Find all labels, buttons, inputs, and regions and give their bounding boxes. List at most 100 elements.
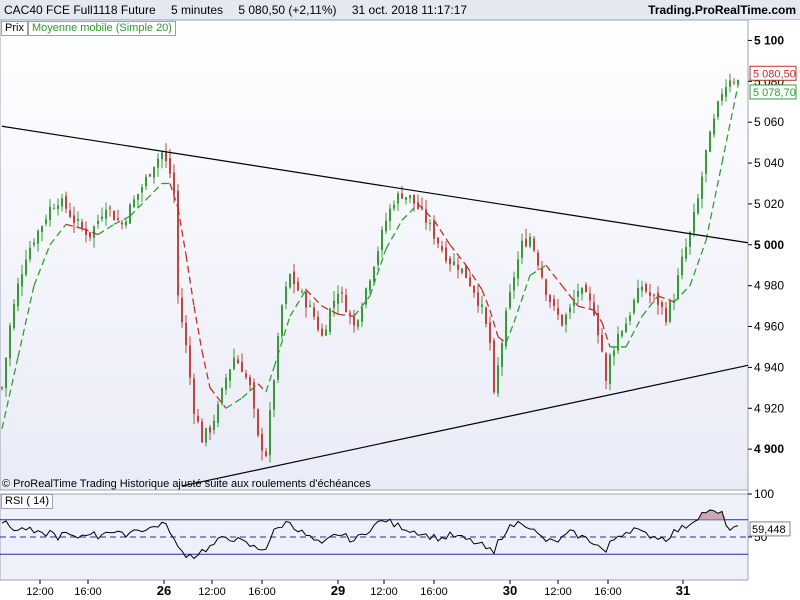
candle-body <box>229 369 231 381</box>
moving-average-segment <box>65 223 83 230</box>
candle-body <box>249 377 251 385</box>
candle-body <box>341 292 343 294</box>
candle-body <box>109 207 111 209</box>
candle-body <box>261 433 263 451</box>
candle-body <box>197 415 199 422</box>
moving-average-segment <box>497 336 507 344</box>
candle-body <box>489 322 491 343</box>
candle-body <box>89 232 91 238</box>
candle-body <box>305 292 307 308</box>
candle-body <box>321 328 323 336</box>
candle-body <box>201 421 203 443</box>
time-tick-label: 16:00 <box>594 586 622 598</box>
candle-body <box>137 193 139 200</box>
candle-body <box>161 152 163 160</box>
candle-body <box>517 259 519 279</box>
candle-body <box>25 259 27 275</box>
candle-body <box>733 81 735 83</box>
candle-body <box>53 208 55 210</box>
moving-average-segment <box>257 383 267 393</box>
candle-body <box>389 208 391 222</box>
candle-body <box>709 131 711 152</box>
moving-average-segment <box>433 219 451 246</box>
candle-body <box>377 251 379 265</box>
candle-body <box>317 316 319 330</box>
candle-body <box>97 220 99 225</box>
candle-body <box>729 80 731 87</box>
time-tick-label: 26 <box>157 583 171 598</box>
candle-body <box>657 292 659 305</box>
moving-average-segment <box>1 357 19 429</box>
candle-body <box>113 210 115 221</box>
candle-body <box>441 246 443 251</box>
interval-label[interactable]: 5 minutes <box>170 3 223 17</box>
candle-body <box>557 308 559 315</box>
candle-body <box>117 218 119 220</box>
moving-average-segment <box>465 264 483 291</box>
candle-body <box>365 288 367 305</box>
price-legend-label[interactable]: Prix <box>1 21 28 36</box>
moving-average-segment <box>193 305 203 352</box>
time-tick-label: 16:00 <box>420 586 448 598</box>
candle-body <box>525 238 527 247</box>
candle-body <box>469 277 471 286</box>
candle-body <box>57 205 59 209</box>
time-tick-label: 29 <box>331 583 345 598</box>
moving-average-segment <box>145 183 163 201</box>
candle-body <box>329 308 331 333</box>
candle-body <box>737 79 739 85</box>
candle-body <box>705 149 707 174</box>
candle-body <box>17 283 19 307</box>
candle-body <box>133 199 135 207</box>
price-plot-area[interactable] <box>0 20 749 491</box>
candle-body <box>649 292 651 296</box>
moving-average-segment <box>657 295 675 303</box>
candle-body <box>653 294 655 296</box>
time-tick-label: 16:00 <box>248 586 276 598</box>
header-info: CAC40 FCE Full1118 Future 5 minutes 5 08… <box>4 3 479 17</box>
candle-body <box>689 232 691 247</box>
candle-body <box>93 226 95 238</box>
time-tick-label: 12:00 <box>544 586 572 598</box>
datetime-label: 31 oct. 2018 11:17:17 <box>351 3 468 17</box>
candle-body <box>401 193 403 199</box>
candle-body <box>545 279 547 296</box>
ma-legend-label[interactable]: Moyenne mobile (Simple 20) <box>27 21 176 36</box>
candle-body <box>273 380 275 410</box>
candle-body <box>257 409 259 436</box>
candle-body <box>73 215 75 224</box>
moving-average-segment <box>185 254 195 307</box>
ma-value-label: 5 078,70 <box>753 87 796 99</box>
moving-average-segment <box>209 387 227 409</box>
candle-body <box>297 281 299 291</box>
candle-body <box>173 172 175 194</box>
moving-average-segment <box>49 223 67 246</box>
instrument-name: CAC40 FCE Full1118 Future <box>4 3 156 17</box>
candle-body <box>669 301 671 322</box>
candle-body <box>641 286 643 291</box>
candle-body <box>381 229 383 251</box>
time-tick-label: 16:00 <box>74 586 102 598</box>
candle-body <box>325 329 327 336</box>
moving-average-segment <box>601 322 611 348</box>
candle-body <box>449 258 451 265</box>
candle-body <box>549 294 551 303</box>
price-chart[interactable]: 4 900 4 920 4 940 4 960 4 980 5 000 5 020 5 040… <box>0 20 800 600</box>
moving-average-segment <box>169 183 179 209</box>
last-price-label: 5 080,50 <box>753 68 796 80</box>
candle-body <box>193 378 195 414</box>
rsi-panel-label[interactable]: RSI ( 14) <box>1 494 54 509</box>
candle-body <box>541 267 543 278</box>
candle-body <box>69 210 71 218</box>
candle-body <box>265 451 267 456</box>
candle-body <box>293 271 295 285</box>
time-tick-label: 12:00 <box>26 586 54 598</box>
price-tick-label: 5 000 <box>754 238 784 252</box>
moving-average-segment <box>401 203 419 221</box>
candle-body <box>337 293 339 304</box>
moving-average-segment <box>353 295 371 317</box>
candle-body <box>589 293 591 301</box>
support-trendline[interactable] <box>181 364 749 487</box>
candle-body <box>713 118 715 135</box>
resistance-trendline[interactable] <box>1 125 749 244</box>
